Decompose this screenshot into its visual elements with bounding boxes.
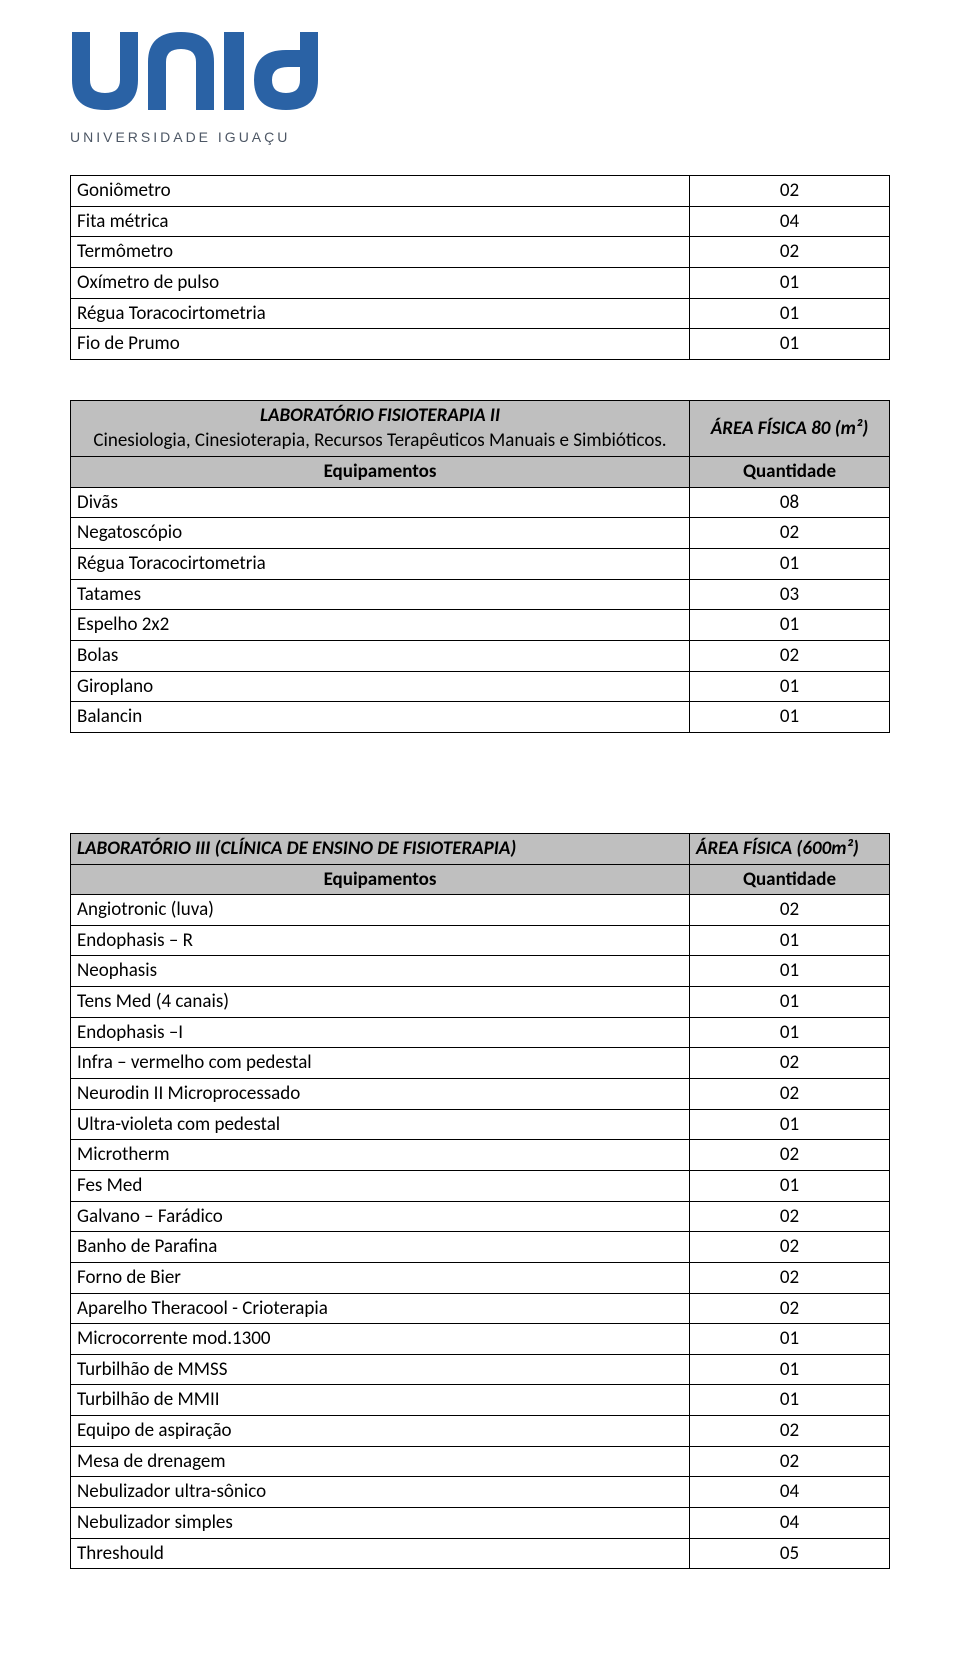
table-row-qty: 01	[690, 1170, 890, 1201]
table-row-qty: 01	[690, 702, 890, 733]
table-row-qty: 01	[690, 1109, 890, 1140]
lab3-col-equip: Equipamentos	[71, 864, 690, 895]
table-row-item: Forno de Bier	[71, 1262, 690, 1293]
table-row-qty: 02	[690, 237, 890, 268]
lab3-title: LABORATÓRIO III (CLÍNICA DE ENSINO DE FI…	[71, 833, 690, 864]
lab2-col-qty: Quantidade	[690, 457, 890, 488]
equipment-table-1: Goniômetro02Fita métrica04Termômetro02Ox…	[70, 175, 890, 360]
table-row-qty: 04	[690, 1477, 890, 1508]
equipment-table-2: LABORATÓRIO FISIOTERAPIA II Cinesiologia…	[70, 400, 890, 733]
table-row-item: Neophasis	[71, 956, 690, 987]
table-row-item: Equipo de aspiração	[71, 1416, 690, 1447]
table-row-qty: 02	[690, 1262, 890, 1293]
table-row-item: Tatames	[71, 579, 690, 610]
table-row-qty: 02	[690, 1232, 890, 1263]
equipment-table-3: LABORATÓRIO III (CLÍNICA DE ENSINO DE FI…	[70, 833, 890, 1569]
logo-block: UNIVERSIDADE IGUAÇU	[70, 30, 890, 145]
table-row-item: Termômetro	[71, 237, 690, 268]
table-row-qty: 02	[690, 640, 890, 671]
lab3-col-qty: Quantidade	[690, 864, 890, 895]
table-row-item: Fio de Prumo	[71, 329, 690, 360]
table-row-qty: 02	[690, 518, 890, 549]
table-row-qty: 02	[690, 176, 890, 207]
table-row-item: Espelho 2x2	[71, 610, 690, 641]
table-row-item: Microcorrente mod.1300	[71, 1324, 690, 1355]
table-row-qty: 01	[690, 1354, 890, 1385]
table-row-item: Régua Toracocirtometria	[71, 298, 690, 329]
table-row-qty: 04	[690, 1507, 890, 1538]
table-row-qty: 08	[690, 487, 890, 518]
table-row-item: Nebulizador ultra-sônico	[71, 1477, 690, 1508]
table-row-qty: 03	[690, 579, 890, 610]
table-row-qty: 04	[690, 206, 890, 237]
table-row-qty: 02	[690, 1079, 890, 1110]
table-row-qty: 02	[690, 1293, 890, 1324]
table-row-item: Tens Med (4 canais)	[71, 987, 690, 1018]
table-row-item: Goniômetro	[71, 176, 690, 207]
table-row-qty: 02	[690, 1048, 890, 1079]
table-row-qty: 01	[690, 549, 890, 580]
unig-logo-icon	[70, 30, 350, 120]
table-row-item: Giroplano	[71, 671, 690, 702]
table-row-qty: 01	[690, 956, 890, 987]
table-row-qty: 01	[690, 298, 890, 329]
table-row-item: Endophasis –I	[71, 1017, 690, 1048]
table-row-qty: 05	[690, 1538, 890, 1569]
table-row-item: Infra – vermelho com pedestal	[71, 1048, 690, 1079]
table-row-item: Turbilhão de MMSS	[71, 1354, 690, 1385]
table-row-item: Fes Med	[71, 1170, 690, 1201]
table-row-item: Balancin	[71, 702, 690, 733]
table-row-item: Nebulizador simples	[71, 1507, 690, 1538]
table-row-qty: 01	[690, 610, 890, 641]
table-row-item: Banho de Parafina	[71, 1232, 690, 1263]
table-row-item: Bolas	[71, 640, 690, 671]
table-row-item: Galvano – Farádico	[71, 1201, 690, 1232]
table-row-item: Aparelho Theracool - Crioterapia	[71, 1293, 690, 1324]
table-row-item: Fita métrica	[71, 206, 690, 237]
table-row-qty: 02	[690, 1446, 890, 1477]
table-row-qty: 01	[690, 987, 890, 1018]
table-row-item: Negatoscópio	[71, 518, 690, 549]
table-row-item: Régua Toracocirtometria	[71, 549, 690, 580]
lab3-area: ÁREA FÍSICA (600m²)	[690, 833, 890, 864]
table-row-qty: 01	[690, 329, 890, 360]
table-row-qty: 02	[690, 1201, 890, 1232]
lab2-subtitle: Cinesiologia, Cinesioterapia, Recursos T…	[93, 429, 666, 452]
table-row-item: Threshould	[71, 1538, 690, 1569]
table-row-item: Turbilhão de MMII	[71, 1385, 690, 1416]
table-row-qty: 02	[690, 1140, 890, 1171]
lab2-col-equip: Equipamentos	[71, 457, 690, 488]
table-row-item: Neurodin II Microprocessado	[71, 1079, 690, 1110]
lab2-area: ÁREA FÍSICA 80 (m²)	[690, 400, 890, 456]
table-row-item: Oxímetro de pulso	[71, 267, 690, 298]
table-row-qty: 02	[690, 1416, 890, 1447]
table-row-item: Mesa de drenagem	[71, 1446, 690, 1477]
table-row-qty: 02	[690, 895, 890, 926]
lab2-title: LABORATÓRIO FISIOTERAPIA II	[260, 404, 500, 427]
table-row-item: Endophasis – R	[71, 925, 690, 956]
table-row-qty: 01	[690, 1385, 890, 1416]
table-row-qty: 01	[690, 925, 890, 956]
table-row-item: Angiotronic (luva)	[71, 895, 690, 926]
table-row-item: Microtherm	[71, 1140, 690, 1171]
logo-tagline: UNIVERSIDADE IGUAÇU	[70, 129, 890, 145]
table-row-item: Divãs	[71, 487, 690, 518]
table-row-qty: 01	[690, 1324, 890, 1355]
lab2-title-cell: LABORATÓRIO FISIOTERAPIA II Cinesiologia…	[71, 400, 690, 456]
table-row-qty: 01	[690, 671, 890, 702]
table-row-qty: 01	[690, 267, 890, 298]
table-row-qty: 01	[690, 1017, 890, 1048]
table-row-item: Ultra-violeta com pedestal	[71, 1109, 690, 1140]
